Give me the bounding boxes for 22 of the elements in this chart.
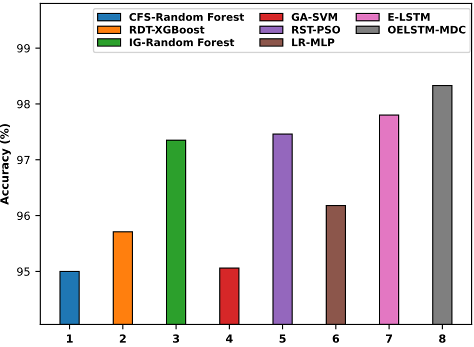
legend-label: OELSTM-MDC xyxy=(388,26,466,34)
y-tick-label: 95 xyxy=(17,267,30,276)
x-tick-label: 6 xyxy=(332,334,340,343)
legend-label: IG-Random Forest xyxy=(130,38,234,46)
x-tick-label: 1 xyxy=(66,334,73,343)
legend-label: E-LSTM xyxy=(388,13,430,21)
y-tick-label: 99 xyxy=(17,44,30,53)
legend-label: LR-MLP xyxy=(292,38,334,46)
x-tick-label: 5 xyxy=(280,334,286,343)
y-axis-title: Accuracy (%) xyxy=(0,124,11,205)
legend-label: GA-SVM xyxy=(292,13,338,21)
y-tick-label: 97 xyxy=(17,156,30,164)
legend-label: RDT-XGBoost xyxy=(130,26,204,34)
legend-label: RST-PSO xyxy=(292,26,340,34)
legend-label: CFS-Random Forest xyxy=(129,12,244,21)
x-tick-label: 4 xyxy=(226,334,233,343)
x-tick-label: 2 xyxy=(120,334,126,343)
y-tick-label: 96 xyxy=(17,212,30,220)
x-tick-label: 3 xyxy=(172,334,180,343)
x-tick-label: 7 xyxy=(386,334,392,343)
y-tick-label: 98 xyxy=(17,100,30,108)
x-tick-label: 8 xyxy=(439,334,446,343)
